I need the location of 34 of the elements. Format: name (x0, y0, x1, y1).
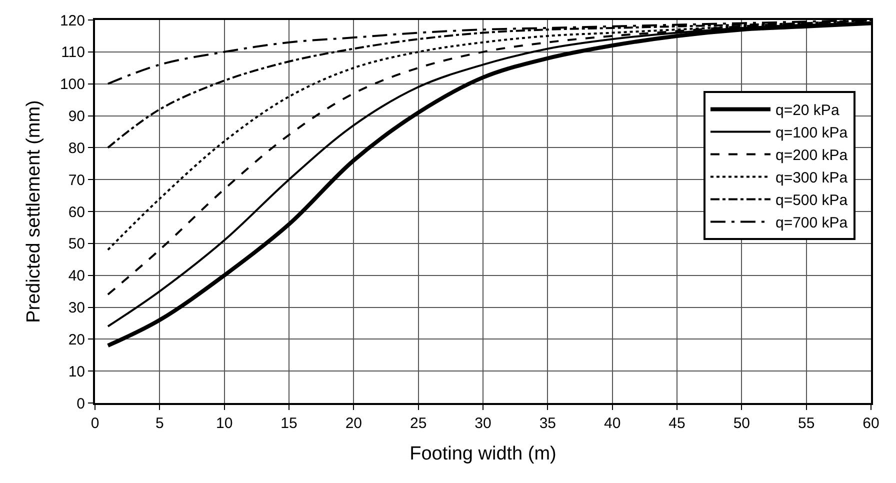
y-tick-label: 120 (60, 12, 85, 30)
y-tick-label: 20 (68, 331, 85, 348)
legend-label: q=20 kPa (775, 102, 840, 120)
legend-label: q=300 kPa (775, 170, 848, 187)
legend-label: q=500 kPa (775, 192, 848, 210)
y-tick-label: 60 (68, 204, 85, 221)
x-tick-label: 20 (345, 415, 362, 432)
legend-label: q=100 kPa (775, 124, 848, 142)
x-tick-label: 55 (798, 415, 815, 432)
y-tick-label: 50 (68, 236, 85, 253)
y-tick-label: 100 (60, 76, 85, 94)
y-tick-label: 80 (68, 140, 85, 157)
x-tick-label: 25 (410, 415, 427, 432)
legend-label: q=700 kPa (775, 214, 848, 232)
x-tick-label: 60 (862, 415, 880, 432)
legend-label: q=200 kPa (775, 147, 848, 164)
y-tick-label: 110 (61, 44, 85, 62)
x-tick-label: 45 (668, 415, 686, 432)
x-tick-label: 15 (280, 415, 298, 432)
y-tick-label: 90 (68, 108, 85, 125)
x-axis-title: Footing width (m) (410, 443, 556, 464)
x-tick-label: 10 (216, 415, 233, 432)
y-tick-label: 40 (68, 268, 85, 285)
x-tick-label: 35 (539, 415, 556, 432)
x-tick-label: 40 (604, 415, 621, 432)
x-tick-label: 5 (156, 415, 164, 432)
x-tick-label: 50 (733, 415, 750, 432)
y-tick-label: 30 (68, 300, 85, 316)
y-tick-label: 10 (68, 363, 85, 380)
y-tick-label: 70 (68, 172, 85, 189)
y-tick-label: 0 (76, 395, 85, 412)
x-tick-label: 0 (90, 415, 100, 432)
y-axis-title: Predicted settlement (mm) (23, 100, 44, 323)
x-tick-label: 30 (474, 415, 492, 432)
